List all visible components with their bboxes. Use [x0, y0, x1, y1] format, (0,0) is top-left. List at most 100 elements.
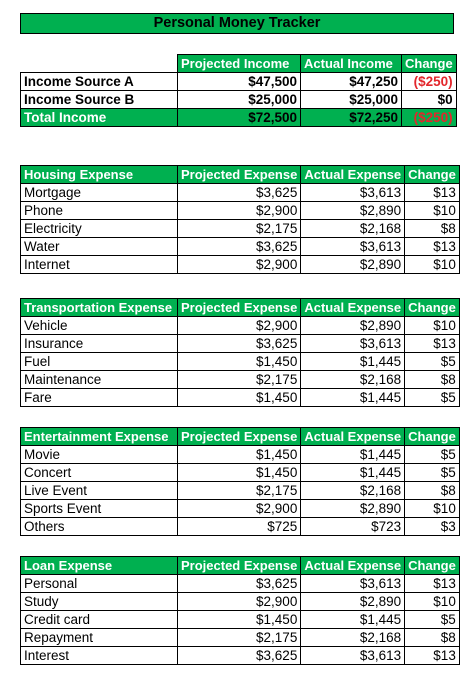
change-cell: $5: [404, 352, 460, 371]
total-row: Total Income $72,500 $72,250 ($250): [20, 108, 457, 127]
table-row: Vehicle $2,900 $2,890 $10: [20, 316, 460, 335]
income-header-change: Change: [401, 54, 457, 73]
section-header-row: Housing Expense Projected Expense Actual…: [20, 165, 460, 184]
projected-cell: $2,900: [176, 592, 302, 611]
actual-cell: $1,445: [300, 445, 406, 464]
actual-cell: $2,168: [300, 628, 406, 647]
header-projected: Projected Expense: [176, 298, 302, 317]
projected-cell: $2,175: [176, 628, 302, 647]
actual-cell: $1,445: [300, 352, 406, 371]
header-actual: Actual Expense: [300, 165, 406, 184]
row-label: Concert: [20, 463, 178, 482]
change-cell: $8: [404, 370, 460, 389]
actual-cell: $3,613: [300, 183, 406, 202]
actual-cell: $3,613: [300, 646, 406, 665]
projected-cell: $2,175: [176, 370, 302, 389]
table-row: Movie $1,450 $1,445 $5: [20, 445, 460, 464]
header-actual: Actual Expense: [300, 427, 406, 446]
income-header-blank: [20, 54, 178, 73]
actual-cell: $2,890: [300, 592, 406, 611]
actual-cell: $2,890: [300, 255, 406, 274]
header-change: Change: [404, 298, 460, 317]
projected-cell: $2,900: [176, 316, 302, 335]
projected-cell: $3,625: [176, 237, 302, 256]
projected-cell: $2,900: [176, 499, 302, 518]
income-header-actual: Actual Income: [300, 54, 402, 73]
row-label: Others: [20, 517, 178, 536]
section-header-row: Loan Expense Projected Expense Actual Ex…: [20, 556, 460, 575]
change-cell: $5: [404, 445, 460, 464]
projected-cell: $1,450: [176, 610, 302, 629]
section-title: Transportation Expense: [20, 298, 178, 317]
entertainment-expense-table: Entertainment Expense Projected Expense …: [20, 427, 460, 536]
actual-cell: $25,000: [300, 90, 402, 109]
change-cell: $5: [404, 463, 460, 482]
change-cell: $10: [404, 592, 460, 611]
change-cell: $10: [404, 255, 460, 274]
change-cell: $8: [404, 628, 460, 647]
table-row: Fuel $1,450 $1,445 $5: [20, 352, 460, 371]
actual-cell: $2,890: [300, 499, 406, 518]
header-change: Change: [404, 427, 460, 446]
change-cell: ($250): [401, 72, 457, 91]
projected-cell: $1,450: [176, 352, 302, 371]
header-projected: Projected Expense: [176, 427, 302, 446]
projected-cell: $1,450: [176, 388, 302, 407]
table-row: Income Source A $47,500 $47,250 ($250): [20, 72, 457, 91]
table-row: Repayment $2,175 $2,168 $8: [20, 628, 460, 647]
change-cell: $3: [404, 517, 460, 536]
actual-cell: $3,613: [300, 574, 406, 593]
table-row: Interest $3,625 $3,613 $13: [20, 646, 460, 665]
change-cell: $13: [404, 334, 460, 353]
row-label: Personal: [20, 574, 178, 593]
page-title: Personal Money Tracker: [20, 13, 454, 34]
change-cell: $13: [404, 183, 460, 202]
projected-cell: $3,625: [176, 334, 302, 353]
projected-cell: $2,175: [176, 219, 302, 238]
table-row: Internet $2,900 $2,890 $10: [20, 255, 460, 274]
section-header-row: Entertainment Expense Projected Expense …: [20, 427, 460, 446]
change-cell: $13: [404, 646, 460, 665]
section-title: Loan Expense: [20, 556, 178, 575]
total-change: ($250): [401, 108, 457, 127]
header-projected: Projected Expense: [176, 556, 302, 575]
projected-cell: $1,450: [176, 445, 302, 464]
row-label: Internet: [20, 255, 178, 274]
row-label: Income Source B: [20, 90, 178, 109]
row-label: Live Event: [20, 481, 178, 500]
projected-cell: $1,450: [176, 463, 302, 482]
row-label: Electricity: [20, 219, 178, 238]
table-row: Concert $1,450 $1,445 $5: [20, 463, 460, 482]
table-row: Sports Event $2,900 $2,890 $10: [20, 499, 460, 518]
row-label: Study: [20, 592, 178, 611]
actual-cell: $3,613: [300, 334, 406, 353]
change-cell: $8: [404, 481, 460, 500]
transportation-expense-table: Transportation Expense Projected Expense…: [20, 298, 460, 407]
total-actual: $72,250: [300, 108, 402, 127]
income-header-projected: Projected Income: [177, 54, 301, 73]
row-label: Fare: [20, 388, 178, 407]
table-row: Study $2,900 $2,890 $10: [20, 592, 460, 611]
section-title: Entertainment Expense: [20, 427, 178, 446]
loan-expense-table: Loan Expense Projected Expense Actual Ex…: [20, 556, 460, 665]
change-cell: $5: [404, 610, 460, 629]
header-actual: Actual Expense: [300, 556, 406, 575]
projected-cell: $2,900: [176, 255, 302, 274]
row-label: Vehicle: [20, 316, 178, 335]
change-cell: $10: [404, 499, 460, 518]
table-row: Phone $2,900 $2,890 $10: [20, 201, 460, 220]
row-label: Credit card: [20, 610, 178, 629]
row-label: Movie: [20, 445, 178, 464]
section-header-row: Transportation Expense Projected Expense…: [20, 298, 460, 317]
table-row: Fare $1,450 $1,445 $5: [20, 388, 460, 407]
projected-cell: $25,000: [177, 90, 301, 109]
projected-cell: $2,175: [176, 481, 302, 500]
header-actual: Actual Expense: [300, 298, 406, 317]
table-row: Maintenance $2,175 $2,168 $8: [20, 370, 460, 389]
total-projected: $72,500: [177, 108, 301, 127]
income-table: Projected Income Actual Income Change In…: [20, 54, 457, 127]
change-cell: $8: [404, 219, 460, 238]
actual-cell: $1,445: [300, 388, 406, 407]
actual-cell: $3,613: [300, 237, 406, 256]
projected-cell: $3,625: [176, 183, 302, 202]
